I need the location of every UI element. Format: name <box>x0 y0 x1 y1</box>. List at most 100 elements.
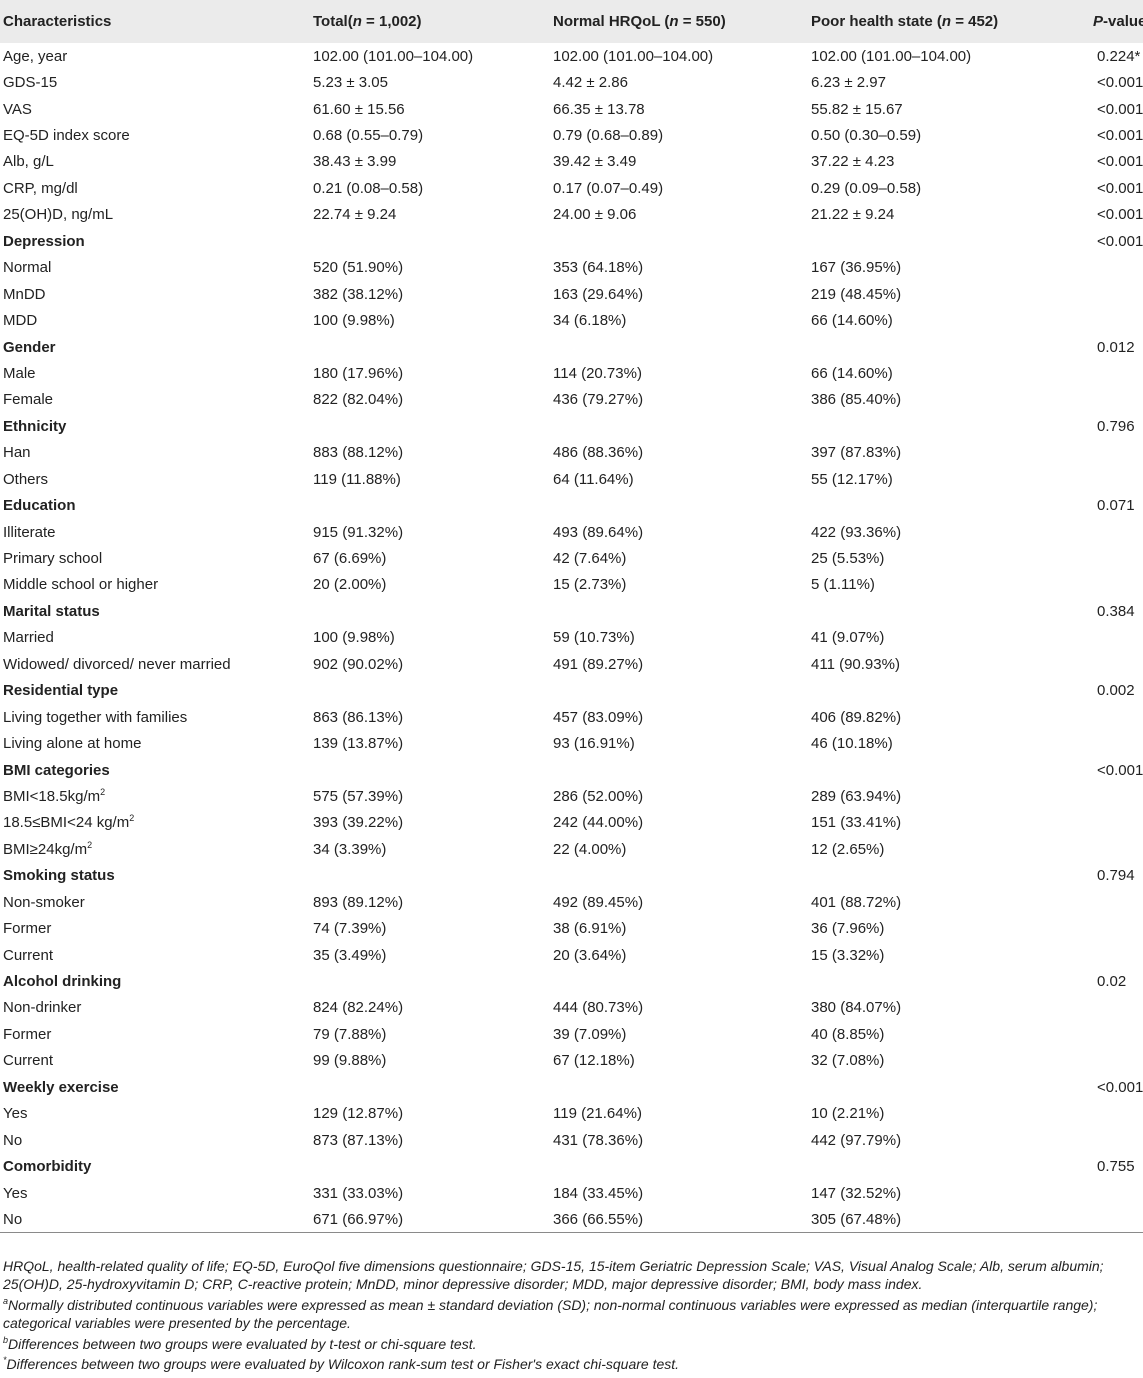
cell-normal-hrqol: 64 (11.64%) <box>553 470 634 488</box>
cell-p-value <box>1078 915 1143 941</box>
cell-p-value: <0.001 <box>1097 1078 1143 1096</box>
cell-poor-health-state: 25 (5.53%) <box>811 550 885 568</box>
cell-total: 20 (2.00%) <box>313 576 387 594</box>
cell-total: 824 (82.24%) <box>313 999 404 1017</box>
cell-total: 180 (17.96%) <box>313 364 404 382</box>
cell-normal-hrqol: 114 (20.73%) <box>553 364 642 382</box>
cell-poor-health-state: 55.82 ± 15.67 <box>811 100 903 118</box>
cell-poor-health-state: 406 (89.82%) <box>811 708 902 726</box>
header-characteristics: Characteristics <box>3 13 112 30</box>
cell-total: 893 (89.12%) <box>313 893 404 911</box>
cell-poor-health-state: 305 (67.48%) <box>808 1206 1078 1234</box>
cell-characteristic: Residential type <box>3 682 119 700</box>
cell-total <box>310 863 550 889</box>
cell-poor-health-state: 41 (9.07%) <box>811 629 885 647</box>
cell-characteristic: Living together with families <box>3 708 188 726</box>
cell-total <box>310 334 550 360</box>
table-group-row: Ethnicity 0.796 <box>0 413 1143 439</box>
header-normal-hrqol: Normal HRQoL (n = 550) <box>553 13 726 30</box>
cell-total: 61.60 ± 15.56 <box>313 100 405 118</box>
table-row: Non-drinker 824 (82.24%) 444 (80.73%) 380 (… <box>0 995 1143 1021</box>
cell-total: 915 (91.32%) <box>313 523 404 541</box>
cell-p-value: <0.001 <box>1097 74 1143 92</box>
cell-normal-hrqol <box>550 492 808 518</box>
cell-normal-hrqol <box>550 228 808 254</box>
cell-total: 129 (12.87%) <box>313 1105 404 1123</box>
table-row: Illiterate 915 (91.32%) 493 (89.64%) 422 (9… <box>0 519 1143 545</box>
cell-characteristic: Yes <box>3 1105 28 1123</box>
footnote-abbreviations: HRQoL, health-related quality of life; E… <box>3 1258 1104 1293</box>
table-row: BMI<18.5kg/m2 575 (57.39%) 286 (52.00%) 289… <box>0 783 1143 809</box>
cell-normal-hrqol: 119 (21.64%) <box>553 1105 642 1123</box>
table-body: Age, year 102.00 (101.00–104.00) 102.00 (1… <box>0 43 1143 1234</box>
table-group-row: Comorbidity 0.755 <box>0 1153 1143 1179</box>
cell-normal-hrqol: 457 (83.09%) <box>553 708 644 726</box>
cell-p-value <box>1078 307 1143 333</box>
cell-normal-hrqol: 436 (79.27%) <box>553 391 644 409</box>
cell-total: 393 (39.22%) <box>313 814 404 832</box>
cell-p-value <box>1078 466 1143 492</box>
cell-normal-hrqol: 34 (6.18%) <box>553 312 627 330</box>
cell-normal-hrqol: 444 (80.73%) <box>553 999 644 1017</box>
cell-characteristic: Non-drinker <box>3 999 82 1017</box>
cell-characteristic: BMI<18.5kg/m2 <box>3 786 106 805</box>
cell-characteristic: Living alone at home <box>3 735 142 753</box>
table-row: 18.5≤BMI<24 kg/m2 393 (39.22%) 242 (44.00%… <box>0 810 1143 836</box>
cell-characteristic: Yes <box>3 1184 28 1202</box>
table-row: Non-smoker 893 (89.12%) 492 (89.45%) 401 (8… <box>0 889 1143 915</box>
cell-normal-hrqol: 184 (33.45%) <box>553 1184 644 1202</box>
cell-characteristic: EQ-5D index score <box>3 127 130 145</box>
table-row: Female 822 (82.04%) 436 (79.27%) 386 (85.40… <box>0 387 1143 413</box>
cell-poor-health-state: 12 (2.65%) <box>811 840 885 858</box>
cell-p-value <box>1078 1206 1143 1234</box>
cell-normal-hrqol: 93 (16.91%) <box>553 735 635 753</box>
cell-p-value <box>1078 836 1143 862</box>
cell-total: 74 (7.39%) <box>313 920 387 938</box>
table-row: No 671 (66.97%) 366 (66.55%) 305 (67.48%) <box>0 1206 1143 1234</box>
cell-p-value <box>1078 545 1143 571</box>
cell-characteristic: Marital status <box>3 602 100 620</box>
cell-normal-hrqol <box>550 968 808 994</box>
cell-poor-health-state <box>808 863 1078 889</box>
cell-p-value: 0.224* <box>1097 47 1141 65</box>
cell-characteristic: GDS-15 <box>3 74 58 92</box>
cell-poor-health-state: 66 (14.60%) <box>811 364 893 382</box>
cell-poor-health-state: 32 (7.08%) <box>811 1052 885 1070</box>
footnote-b: bDifferences between two groups were eva… <box>3 1334 477 1352</box>
cell-poor-health-state: 66 (14.60%) <box>811 312 893 330</box>
cell-characteristic: Weekly exercise <box>3 1078 119 1096</box>
cell-normal-hrqol: 366 (66.55%) <box>550 1206 808 1234</box>
table-row: Han 883 (88.12%) 486 (88.36%) 397 (87.83%) <box>0 440 1143 466</box>
cell-normal-hrqol <box>550 757 808 783</box>
cell-poor-health-state: 46 (10.18%) <box>811 735 893 753</box>
cell-p-value <box>1078 704 1143 730</box>
table-row: Normal 520 (51.90%) 353 (64.18%) 167 (36.95… <box>0 255 1143 281</box>
cell-p-value: <0.001 <box>1097 153 1143 171</box>
cell-p-value <box>1078 1021 1143 1047</box>
table-group-row: Education 0.071 <box>0 492 1143 518</box>
cell-poor-health-state: 36 (7.96%) <box>811 920 885 938</box>
cell-poor-health-state: 289 (63.94%) <box>811 787 902 805</box>
cell-total: 671 (66.97%) <box>310 1206 550 1234</box>
cell-p-value: 0.384 <box>1097 602 1135 620</box>
table-row: Primary school 67 (6.69%) 42 (7.64%) 25 (5.… <box>0 545 1143 571</box>
cell-total: 902 (90.02%) <box>313 655 404 673</box>
cell-poor-health-state: 15 (3.32%) <box>811 946 885 964</box>
cell-characteristic: BMI categories <box>3 761 110 779</box>
cell-characteristic: Age, year <box>3 47 68 65</box>
cell-poor-health-state <box>808 413 1078 439</box>
cell-total: 0.21 (0.08–0.58) <box>313 179 424 197</box>
cell-total: 5.23 ± 3.05 <box>313 74 388 92</box>
cell-p-value: 0.794 <box>1097 867 1135 885</box>
footnote-a: aNormally distributed continuous variabl… <box>3 1295 1098 1332</box>
table-row: Others 119 (11.88%) 64 (11.64%) 55 (12.17%) <box>0 466 1143 492</box>
cell-normal-hrqol: 4.42 ± 2.86 <box>553 74 628 92</box>
cell-normal-hrqol: 15 (2.73%) <box>553 576 627 594</box>
table-row: MDD 100 (9.98%) 34 (6.18%) 66 (14.60%) <box>0 307 1143 333</box>
table-row: No 873 (87.13%) 431 (78.36%) 442 (97.79%) <box>0 1127 1143 1153</box>
cell-normal-hrqol: 486 (88.36%) <box>553 444 644 462</box>
cell-poor-health-state: 397 (87.83%) <box>811 444 902 462</box>
cell-characteristic: No <box>0 1206 310 1234</box>
cell-normal-hrqol: 20 (3.64%) <box>553 946 627 964</box>
baseline-characteristics-table: Characteristics Total(n = 1,002) Normal … <box>0 0 1143 1234</box>
